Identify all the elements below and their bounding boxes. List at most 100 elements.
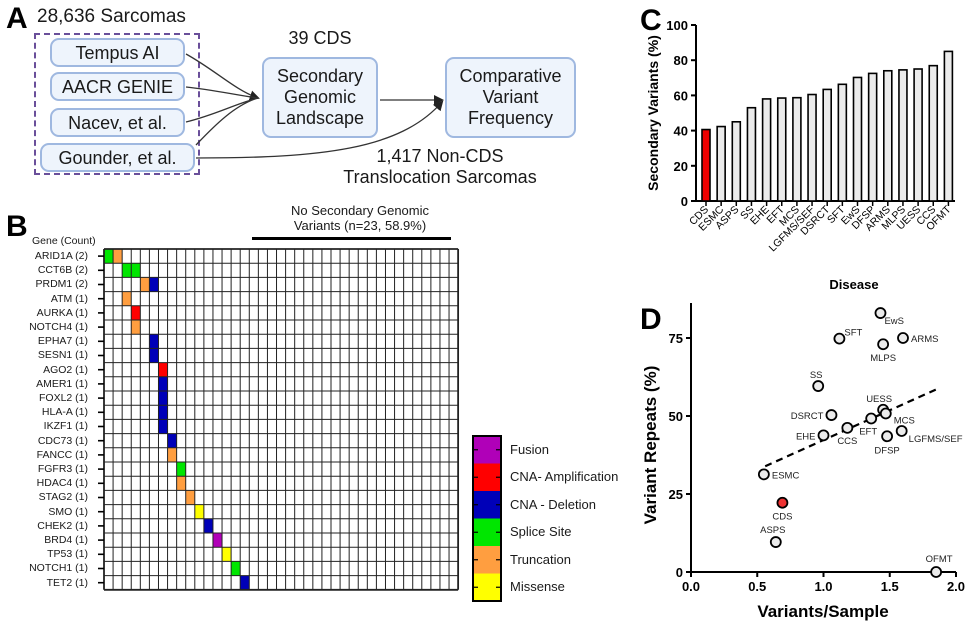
non-cds-line-1: 1,417 Non-CDS bbox=[376, 146, 504, 166]
variant-cell-deletion bbox=[158, 419, 168, 434]
point-label: CCS bbox=[837, 436, 857, 447]
variant-cell-deletion bbox=[203, 518, 213, 533]
sarcomas-total-label: 28,636 Sarcomas bbox=[37, 6, 186, 27]
variant-cell-deletion bbox=[158, 405, 168, 420]
variant-cell-truncation bbox=[185, 490, 195, 505]
point-label: EFT bbox=[859, 426, 877, 437]
bar-ehe bbox=[761, 98, 772, 202]
bar-ss bbox=[746, 106, 757, 202]
gene-label: FGFR3 (1) bbox=[37, 463, 88, 475]
variant-cell-amplification bbox=[158, 362, 168, 377]
gene-label: HLA-A (1) bbox=[41, 406, 88, 419]
variant-cell-truncation bbox=[113, 249, 123, 264]
y-tick-label: 40 bbox=[674, 124, 688, 139]
variant-cell-splice bbox=[176, 462, 186, 477]
panel-d-letter: D bbox=[640, 303, 662, 336]
box-line: Frequency bbox=[467, 108, 554, 128]
gene-label: NOTCH1 (1) bbox=[29, 562, 88, 575]
bar-sft bbox=[837, 83, 848, 202]
point-label: EwS bbox=[884, 316, 904, 327]
bar-uess bbox=[913, 68, 923, 202]
bar-asps bbox=[731, 121, 742, 202]
y-tick-label: 75 bbox=[669, 331, 683, 346]
gene-label: TP53 (1) bbox=[47, 548, 88, 561]
x-axis-title: Variants/Sample bbox=[757, 602, 888, 621]
variant-cell-truncation bbox=[140, 277, 150, 292]
x-tick-label: 1.5 bbox=[881, 579, 899, 594]
legend-border bbox=[472, 435, 502, 602]
variant-cell-truncation bbox=[131, 320, 141, 335]
point-label: ASPS bbox=[760, 525, 785, 536]
variant-cell-truncation bbox=[122, 291, 132, 306]
source-box-nacev: Nacev, et al. bbox=[50, 108, 185, 137]
source-box-aacr-genie: AACR GENIE bbox=[50, 72, 185, 101]
box-line: Genomic bbox=[283, 87, 357, 107]
variant-cell-splice bbox=[231, 561, 241, 576]
point-arms bbox=[897, 332, 909, 344]
y-tick-label: 100 bbox=[666, 18, 688, 33]
box-line: Variant bbox=[482, 87, 539, 107]
gene-label: ATM (1) bbox=[50, 292, 88, 305]
bar-mcs bbox=[792, 96, 802, 202]
y-axis-title: Variant Repeats (%) bbox=[641, 366, 660, 525]
point-label: LGFMS/SEF bbox=[909, 434, 963, 445]
point-dsrct bbox=[825, 409, 838, 421]
y-tick-label: 0 bbox=[681, 194, 688, 209]
legend-label-fusion: Fusion bbox=[510, 441, 550, 457]
y-tick-label: 0 bbox=[676, 565, 683, 580]
gene-label: AURKA (1) bbox=[36, 306, 88, 319]
point-cds bbox=[776, 496, 789, 509]
variant-cell-amplification bbox=[131, 305, 141, 320]
panel-b-letter: B bbox=[6, 210, 28, 243]
bar-dfsp bbox=[867, 72, 878, 202]
gene-label: CCT6B (2) bbox=[37, 264, 88, 277]
legend-label-missense: Missense bbox=[510, 579, 565, 595]
bar-ofmt bbox=[943, 50, 954, 202]
variant-cell-splice bbox=[104, 249, 114, 264]
point-mcs bbox=[879, 407, 892, 420]
gene-label: FOXL2 (1) bbox=[38, 392, 88, 404]
bar-dsrct bbox=[822, 88, 832, 202]
arrow-gounder-mid bbox=[195, 97, 259, 146]
gene-label: BRD4 (1) bbox=[44, 534, 88, 546]
y-tick-label: 20 bbox=[674, 159, 688, 174]
box-line: Secondary bbox=[276, 66, 364, 86]
data-sources-group bbox=[34, 33, 200, 175]
point-label: CDS bbox=[772, 512, 792, 523]
variant-cell-deletion bbox=[149, 277, 159, 292]
point-asps bbox=[769, 536, 782, 548]
bar-lgfms-sef bbox=[807, 93, 817, 202]
non-cds-label: 1,417 Non-CDS Translocation Sarcomas bbox=[300, 146, 580, 188]
point-dfsp bbox=[881, 430, 894, 443]
y-tick-label: 50 bbox=[669, 409, 683, 424]
no-variant-line-1: No Secondary Genomic bbox=[290, 203, 429, 218]
legend-label-amplification: CNA- Amplification bbox=[510, 469, 619, 485]
point-label: MCS bbox=[894, 416, 915, 427]
point-label: DSRCT bbox=[791, 411, 824, 422]
y-axis-title: Secondary Variants (%) bbox=[645, 35, 661, 191]
x-axis-title: Disease bbox=[829, 277, 878, 292]
variant-repeats-scatter: 0 25 50 75 0.0 0.5 1.0 1.5 2.0 Variant Repeats (%… bbox=[641, 303, 965, 621]
point-esmc bbox=[757, 468, 770, 481]
point-label: SS bbox=[810, 370, 823, 381]
oncoprint-grid bbox=[98, 248, 460, 591]
cds-count-label: 39 CDS bbox=[288, 28, 352, 48]
variant-cell-splice bbox=[131, 263, 141, 278]
gene-label: IKZF1 (1) bbox=[43, 420, 88, 433]
gene-label: EPHA7 (1) bbox=[37, 335, 88, 348]
point-eft bbox=[865, 412, 878, 425]
point-ofmt bbox=[930, 566, 943, 578]
arrow-gounder-right bbox=[195, 100, 444, 159]
gene-label: CHEK2 (1) bbox=[37, 519, 88, 532]
bar-mlps bbox=[898, 69, 908, 202]
gene-label: AGO2 (1) bbox=[43, 363, 88, 376]
point-ccs bbox=[841, 421, 854, 434]
bar-ccs bbox=[928, 64, 939, 202]
trend-line bbox=[764, 387, 938, 468]
point-label: UESS bbox=[866, 394, 892, 405]
arrow-tempus bbox=[185, 53, 260, 101]
no-variant-label: No Secondary Genomic Variants (n=23, 58.… bbox=[240, 203, 480, 233]
arrow-aacr bbox=[185, 86, 259, 99]
point-label: DFSP bbox=[874, 445, 899, 456]
